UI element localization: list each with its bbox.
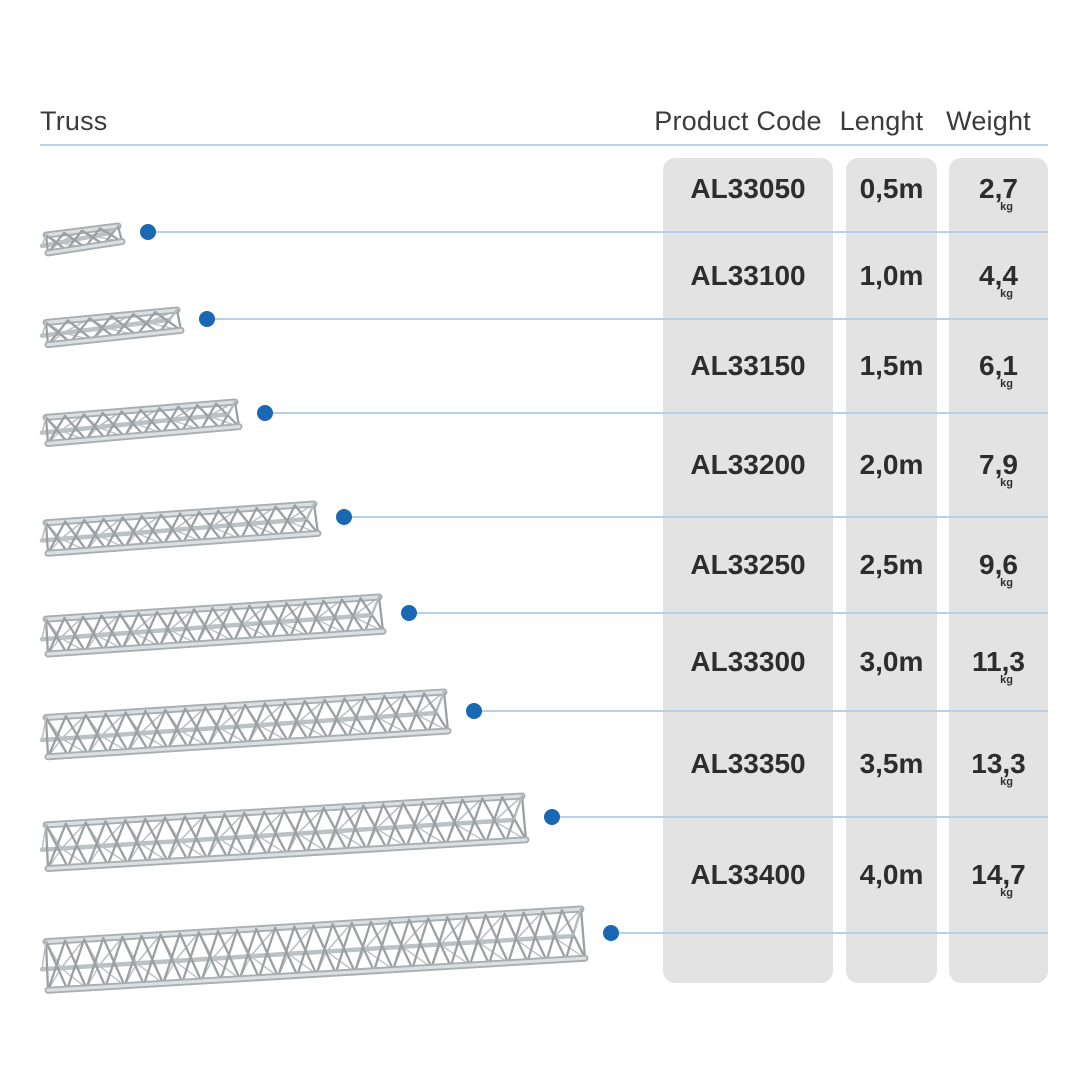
truss-illustration (38, 396, 243, 447)
weight-cell: 11,3 kg (949, 646, 1048, 686)
row-marker-dot (544, 809, 560, 825)
weight-value: 2,7 (979, 172, 1018, 204)
weight-unit: kg (1000, 577, 1013, 589)
product-code-cell: AL33150 (690, 350, 806, 381)
row-separator-line (207, 318, 1048, 320)
weight-value: 13,3 (971, 748, 1026, 779)
length-cell: 2,0m (859, 449, 924, 480)
truss-illustration (38, 903, 589, 995)
product-code-cell: AL33100 (690, 259, 806, 291)
row-separator-line (344, 516, 1048, 518)
length-cell: 0,5m (859, 172, 924, 204)
row-marker-dot (336, 509, 352, 525)
weight-column-background (949, 158, 1048, 983)
weight-unit: kg (1000, 200, 1013, 213)
row-separator-line (611, 932, 1048, 934)
row-separator-line (148, 231, 1048, 233)
length-cell: 2,5m (859, 549, 924, 580)
product-code-cell: AL33200 (690, 449, 806, 480)
product-code-cell: AL33300 (690, 646, 806, 677)
product-code-cell: AL33350 (690, 748, 806, 779)
product-code-cell: AL33050 (690, 172, 806, 204)
product-code-column-background (663, 158, 833, 983)
row-marker-dot (401, 605, 417, 621)
weight-column-header: Weight (946, 106, 1031, 136)
weight-unit: kg (1000, 477, 1013, 489)
row-marker-dot (199, 311, 215, 327)
weight-cell: 2,7 kg (949, 173, 1048, 213)
weight-cell: 4,4 kg (949, 260, 1048, 300)
length-column-header: Lenght (839, 106, 924, 136)
weight-unit: kg (1000, 378, 1013, 390)
length-cell: 3,0m (859, 646, 924, 677)
weight-cell: 9,6 kg (949, 549, 1048, 589)
truss-column-header: Truss (40, 106, 108, 136)
length-column-background (846, 158, 937, 983)
product-code-column-header: Product Code (654, 106, 822, 136)
product-code-cell: AL33250 (690, 549, 806, 580)
truss-illustration (38, 220, 126, 257)
weight-cell: 14,7 kg (949, 859, 1048, 899)
row-separator-line (552, 816, 1048, 818)
row-marker-dot (466, 703, 482, 719)
header-underline (40, 144, 1048, 146)
truss-illustration (38, 498, 322, 557)
weight-unit: kg (1000, 674, 1013, 686)
weight-value: 6,1 (979, 350, 1018, 381)
weight-unit: kg (1000, 776, 1013, 788)
weight-value: 9,6 (979, 549, 1018, 580)
weight-cell: 6,1 kg (949, 350, 1048, 390)
length-cell: 3,5m (859, 748, 924, 779)
length-cell: 1,0m (859, 259, 924, 291)
weight-value: 7,9 (979, 449, 1018, 480)
weight-cell: 7,9 kg (949, 449, 1048, 489)
length-cell: 1,5m (859, 350, 924, 381)
truss-illustration (38, 304, 185, 349)
weight-unit: kg (1000, 887, 1013, 899)
row-separator-line (474, 710, 1048, 712)
truss-illustration (38, 790, 530, 873)
row-separator-line (265, 412, 1048, 414)
weight-value: 11,3 (972, 646, 1025, 677)
row-marker-dot (603, 925, 619, 941)
row-marker-dot (257, 405, 273, 421)
weight-unit: kg (1000, 287, 1013, 300)
truss-illustration (38, 591, 387, 658)
weight-value: 14,7 (971, 859, 1026, 890)
truss-illustration (38, 686, 452, 761)
row-marker-dot (140, 224, 156, 240)
weight-value: 4,4 (979, 259, 1018, 291)
weight-cell: 13,3 kg (949, 748, 1048, 788)
row-separator-line (409, 612, 1048, 614)
product-code-cell: AL33400 (690, 859, 806, 890)
length-cell: 4,0m (859, 859, 924, 890)
